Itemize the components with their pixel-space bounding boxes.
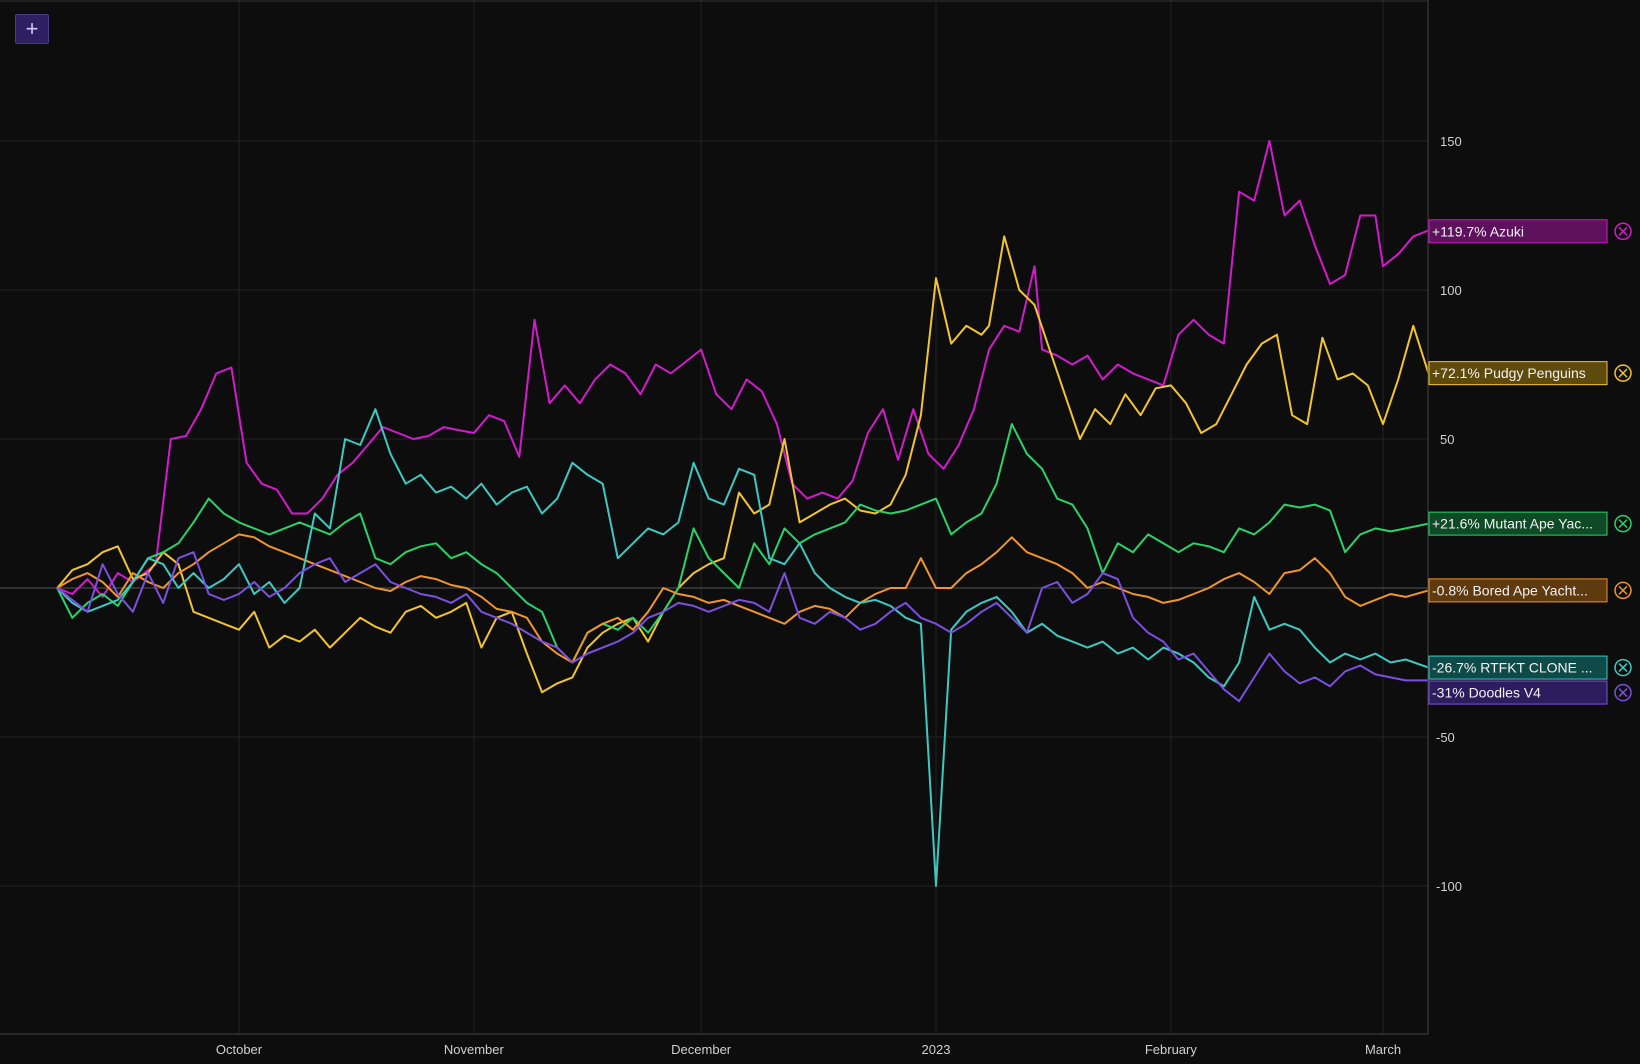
x-tick-label: November (444, 1042, 505, 1057)
series-tag[interactable]: +119.7% Azuki (1428, 219, 1632, 244)
series-tag-box (1428, 655, 1608, 680)
remove-series-icon[interactable] (1614, 683, 1632, 702)
x-tick-label: March (1365, 1042, 1401, 1057)
series-labels: +119.7% Azuki +72.1% Pudgy Penguins +21.6%… (1428, 219, 1632, 705)
chart-lines (56, 140, 1430, 887)
series-tag-label: -31% Doodles V4 (1432, 685, 1541, 701)
series-tag-label: -26.7% RTFKT CLONE ... (1432, 660, 1593, 676)
y-tick-label: -100 (1436, 879, 1462, 894)
y-tick-label: 100 (1440, 283, 1462, 298)
series-tag-label: -0.8% Bored Ape Yacht... (1432, 582, 1588, 598)
series-line (56, 235, 1430, 694)
y-tick-label: -50 (1436, 730, 1455, 745)
series-tag[interactable]: -0.8% Bored Ape Yacht... (1428, 578, 1632, 603)
x-tick-label: 2023 (922, 1042, 951, 1057)
series-tag-label: +21.6% Mutant Ape Yac... (1432, 516, 1593, 532)
chart-axes: October November December 2023 February March… (0, 0, 1462, 1057)
series-tag[interactable]: +72.1% Pudgy Penguins (1428, 361, 1632, 386)
remove-series-icon[interactable] (1614, 364, 1632, 382)
remove-series-icon[interactable] (1614, 514, 1632, 533)
add-series-button[interactable]: + (15, 14, 49, 44)
series-line (56, 140, 1429, 598)
y-tick-label: 150 (1440, 134, 1462, 149)
series-tag-box (1428, 680, 1608, 705)
x-tick-label: December (671, 1042, 732, 1057)
series-tag-box (1428, 361, 1608, 386)
chart-grid (0, 0, 1428, 1034)
series-tag-box (1428, 219, 1608, 244)
x-tick-label: February (1145, 1042, 1198, 1057)
series-tag-box (1428, 578, 1608, 603)
series-line (56, 551, 1429, 703)
series-line (56, 533, 1429, 664)
x-tick-label: October (216, 1042, 263, 1057)
remove-series-icon[interactable] (1614, 658, 1632, 677)
series-tag-label: +72.1% Pudgy Penguins (1432, 365, 1586, 381)
remove-series-icon[interactable] (1614, 222, 1632, 241)
series-tag-box (1428, 511, 1608, 536)
series-tag[interactable]: -26.7% RTFKT CLONE ... (1428, 655, 1632, 680)
y-tick-label: 50 (1440, 432, 1454, 447)
series-line (56, 408, 1429, 887)
series-tag[interactable]: +21.6% Mutant Ape Yac... (1428, 511, 1632, 536)
series-tag[interactable]: -31% Doodles V4 (1428, 680, 1632, 705)
remove-series-icon[interactable] (1614, 581, 1632, 600)
series-line (56, 423, 1429, 664)
series-tag-label: +119.7% Azuki (1432, 223, 1524, 239)
